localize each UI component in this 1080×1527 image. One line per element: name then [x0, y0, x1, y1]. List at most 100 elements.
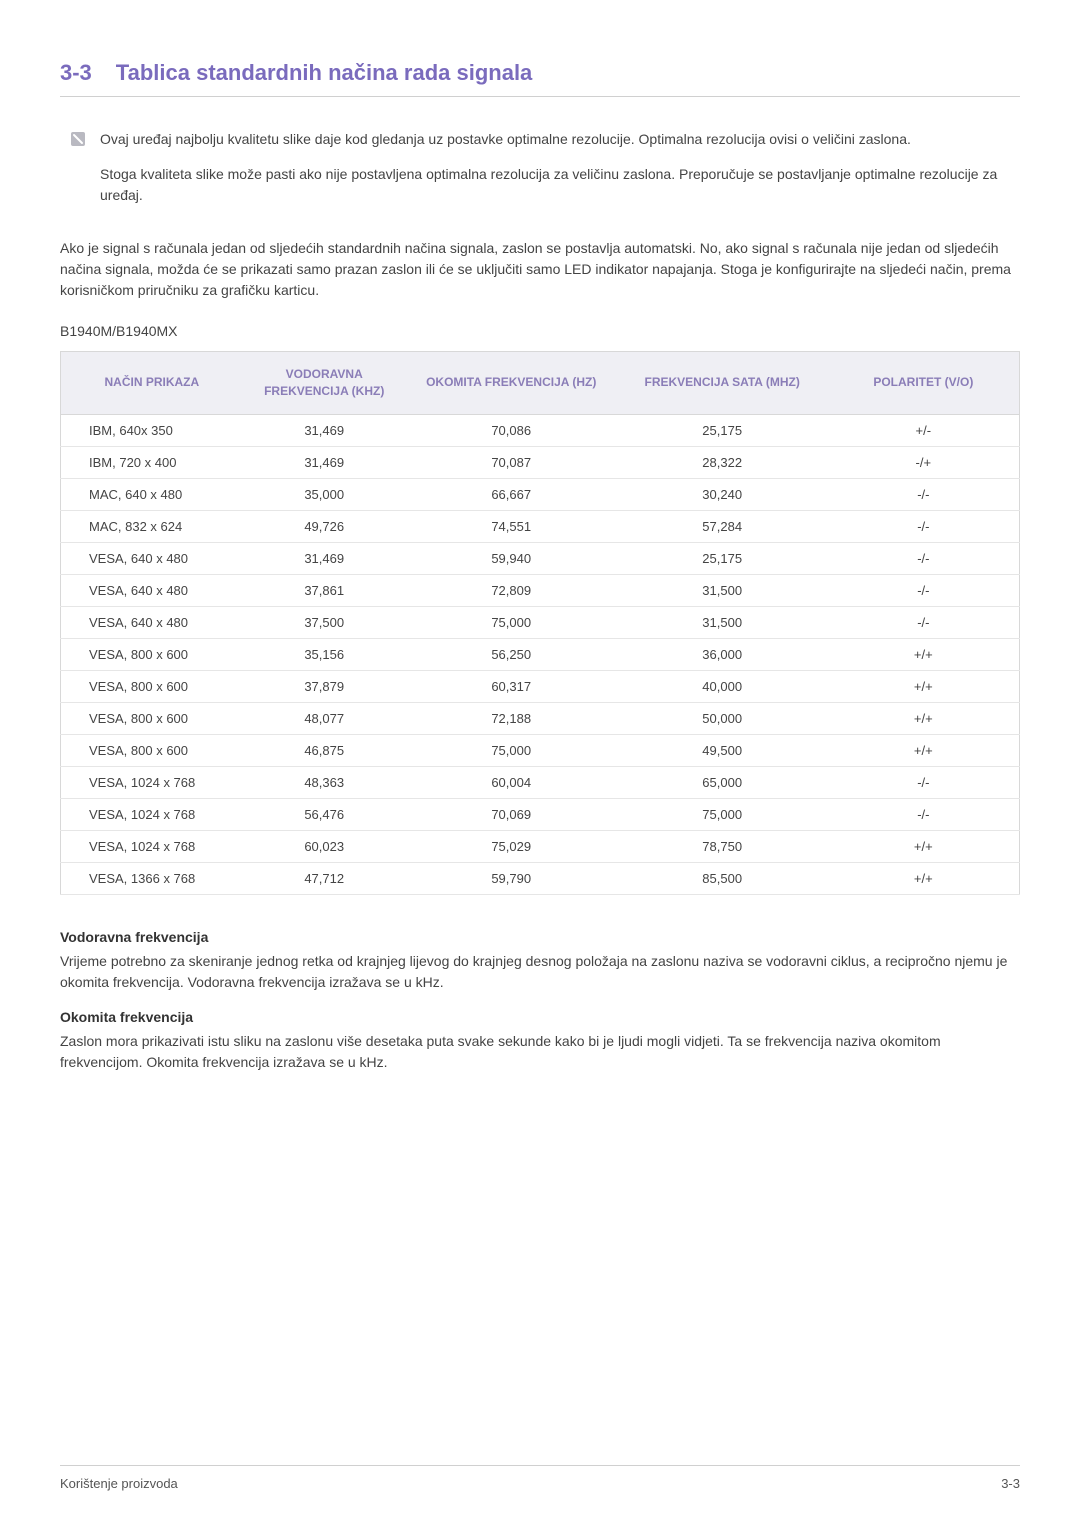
table-cell: 31,469 — [243, 446, 406, 478]
table-cell: +/+ — [828, 830, 1020, 862]
model-label: B1940M/B1940MX — [60, 323, 1020, 339]
section-title: Tablica standardnih načina rada signala — [116, 60, 533, 86]
table-cell: VESA, 640 x 480 — [61, 542, 243, 574]
table-row: IBM, 720 x 40031,46970,08728,322-/+ — [61, 446, 1020, 478]
page-footer: Korištenje proizvoda 3-3 — [60, 1465, 1020, 1491]
table-cell: 74,551 — [406, 510, 617, 542]
section-number: 3-3 — [60, 60, 92, 86]
table-cell: +/- — [828, 414, 1020, 446]
table-cell: VESA, 800 x 600 — [61, 734, 243, 766]
table-cell: 70,087 — [406, 446, 617, 478]
table-cell: VESA, 1024 x 768 — [61, 798, 243, 830]
table-cell: +/+ — [828, 862, 1020, 894]
table-cell: 49,500 — [617, 734, 828, 766]
table-row: VESA, 1024 x 76848,36360,00465,000-/- — [61, 766, 1020, 798]
table-row: IBM, 640x 35031,46970,08625,175+/- — [61, 414, 1020, 446]
table-cell: 60,004 — [406, 766, 617, 798]
table-row: VESA, 640 x 48037,50075,00031,500-/- — [61, 606, 1020, 638]
table-cell: 75,000 — [406, 734, 617, 766]
table-cell: 46,875 — [243, 734, 406, 766]
table-cell: 25,175 — [617, 542, 828, 574]
table-cell: VESA, 1024 x 768 — [61, 766, 243, 798]
table-cell: VESA, 800 x 600 — [61, 638, 243, 670]
table-cell: 31,500 — [617, 574, 828, 606]
table-cell: 65,000 — [617, 766, 828, 798]
table-cell: 49,726 — [243, 510, 406, 542]
vf-title: Okomita frekvencija — [60, 1009, 1020, 1025]
table-cell: -/- — [828, 478, 1020, 510]
signal-modes-table: NAČIN PRIKAZA VODORAVNA FREKVENCIJA (KHZ… — [60, 351, 1020, 895]
table-cell: 40,000 — [617, 670, 828, 702]
table-cell: 37,879 — [243, 670, 406, 702]
table-cell: -/- — [828, 542, 1020, 574]
table-cell: 36,000 — [617, 638, 828, 670]
table-cell: 78,750 — [617, 830, 828, 862]
table-cell: 60,317 — [406, 670, 617, 702]
table-cell: 35,000 — [243, 478, 406, 510]
table-cell: -/- — [828, 798, 1020, 830]
table-cell: 31,469 — [243, 542, 406, 574]
table-row: VESA, 800 x 60046,87575,00049,500+/+ — [61, 734, 1020, 766]
table-cell: 60,023 — [243, 830, 406, 862]
note-body: Ovaj uređaj najbolju kvalitetu slike daj… — [100, 129, 1020, 220]
table-cell: MAC, 832 x 624 — [61, 510, 243, 542]
table-cell: -/- — [828, 766, 1020, 798]
table-row: MAC, 832 x 62449,72674,55157,284-/- — [61, 510, 1020, 542]
table-cell: 66,667 — [406, 478, 617, 510]
table-cell: -/- — [828, 606, 1020, 638]
section-heading: 3-3 Tablica standardnih načina rada sign… — [60, 60, 1020, 97]
table-cell: 85,500 — [617, 862, 828, 894]
table-cell: 28,322 — [617, 446, 828, 478]
table-cell: 59,940 — [406, 542, 617, 574]
table-cell: 70,069 — [406, 798, 617, 830]
table-row: VESA, 640 x 48031,46959,94025,175-/- — [61, 542, 1020, 574]
table-cell: IBM, 720 x 400 — [61, 446, 243, 478]
table-cell: +/+ — [828, 638, 1020, 670]
table-cell: 25,175 — [617, 414, 828, 446]
table-cell: 72,188 — [406, 702, 617, 734]
table-cell: 31,469 — [243, 414, 406, 446]
table-cell: 48,077 — [243, 702, 406, 734]
table-cell: 30,240 — [617, 478, 828, 510]
table-cell: +/+ — [828, 670, 1020, 702]
footer-right: 3-3 — [1001, 1476, 1020, 1491]
table-cell: 50,000 — [617, 702, 828, 734]
table-cell: 72,809 — [406, 574, 617, 606]
table-cell: IBM, 640x 350 — [61, 414, 243, 446]
table-cell: 75,029 — [406, 830, 617, 862]
table-cell: VESA, 1366 x 768 — [61, 862, 243, 894]
table-row: VESA, 1366 x 76847,71259,79085,500+/+ — [61, 862, 1020, 894]
table-cell: VESA, 800 x 600 — [61, 702, 243, 734]
col-header-polarity: POLARITET (V/O) — [828, 352, 1020, 415]
note-paragraph-2: Stoga kvaliteta slike može pasti ako nij… — [100, 164, 1020, 206]
table-cell: VESA, 640 x 480 — [61, 606, 243, 638]
table-row: VESA, 640 x 48037,86172,80931,500-/- — [61, 574, 1020, 606]
note-block: Ovaj uređaj najbolju kvalitetu slike daj… — [60, 129, 1020, 220]
table-cell: 35,156 — [243, 638, 406, 670]
table-cell: -/+ — [828, 446, 1020, 478]
table-cell: 59,790 — [406, 862, 617, 894]
table-cell: -/- — [828, 574, 1020, 606]
table-cell: 47,712 — [243, 862, 406, 894]
footer-left: Korištenje proizvoda — [60, 1476, 178, 1491]
table-cell: VESA, 1024 x 768 — [61, 830, 243, 862]
table-cell: VESA, 640 x 480 — [61, 574, 243, 606]
table-row: MAC, 640 x 48035,00066,66730,240-/- — [61, 478, 1020, 510]
table-cell: 31,500 — [617, 606, 828, 638]
table-cell: -/- — [828, 510, 1020, 542]
table-cell: 37,861 — [243, 574, 406, 606]
table-cell: 37,500 — [243, 606, 406, 638]
table-cell: 75,000 — [406, 606, 617, 638]
hf-text: Vrijeme potrebno za skeniranje jednog re… — [60, 951, 1020, 993]
table-row: VESA, 1024 x 76860,02375,02978,750+/+ — [61, 830, 1020, 862]
hf-title: Vodoravna frekvencija — [60, 929, 1020, 945]
intro-paragraph: Ako je signal s računala jedan od sljede… — [60, 238, 1020, 301]
table-cell: 70,086 — [406, 414, 617, 446]
table-cell: MAC, 640 x 480 — [61, 478, 243, 510]
info-icon — [70, 131, 86, 147]
table-header-row: NAČIN PRIKAZA VODORAVNA FREKVENCIJA (KHZ… — [61, 352, 1020, 415]
vf-text: Zaslon mora prikazivati istu sliku na za… — [60, 1031, 1020, 1073]
table-cell: 56,250 — [406, 638, 617, 670]
table-row: VESA, 1024 x 76856,47670,06975,000-/- — [61, 798, 1020, 830]
col-header-hfreq: VODORAVNA FREKVENCIJA (KHZ) — [243, 352, 406, 415]
